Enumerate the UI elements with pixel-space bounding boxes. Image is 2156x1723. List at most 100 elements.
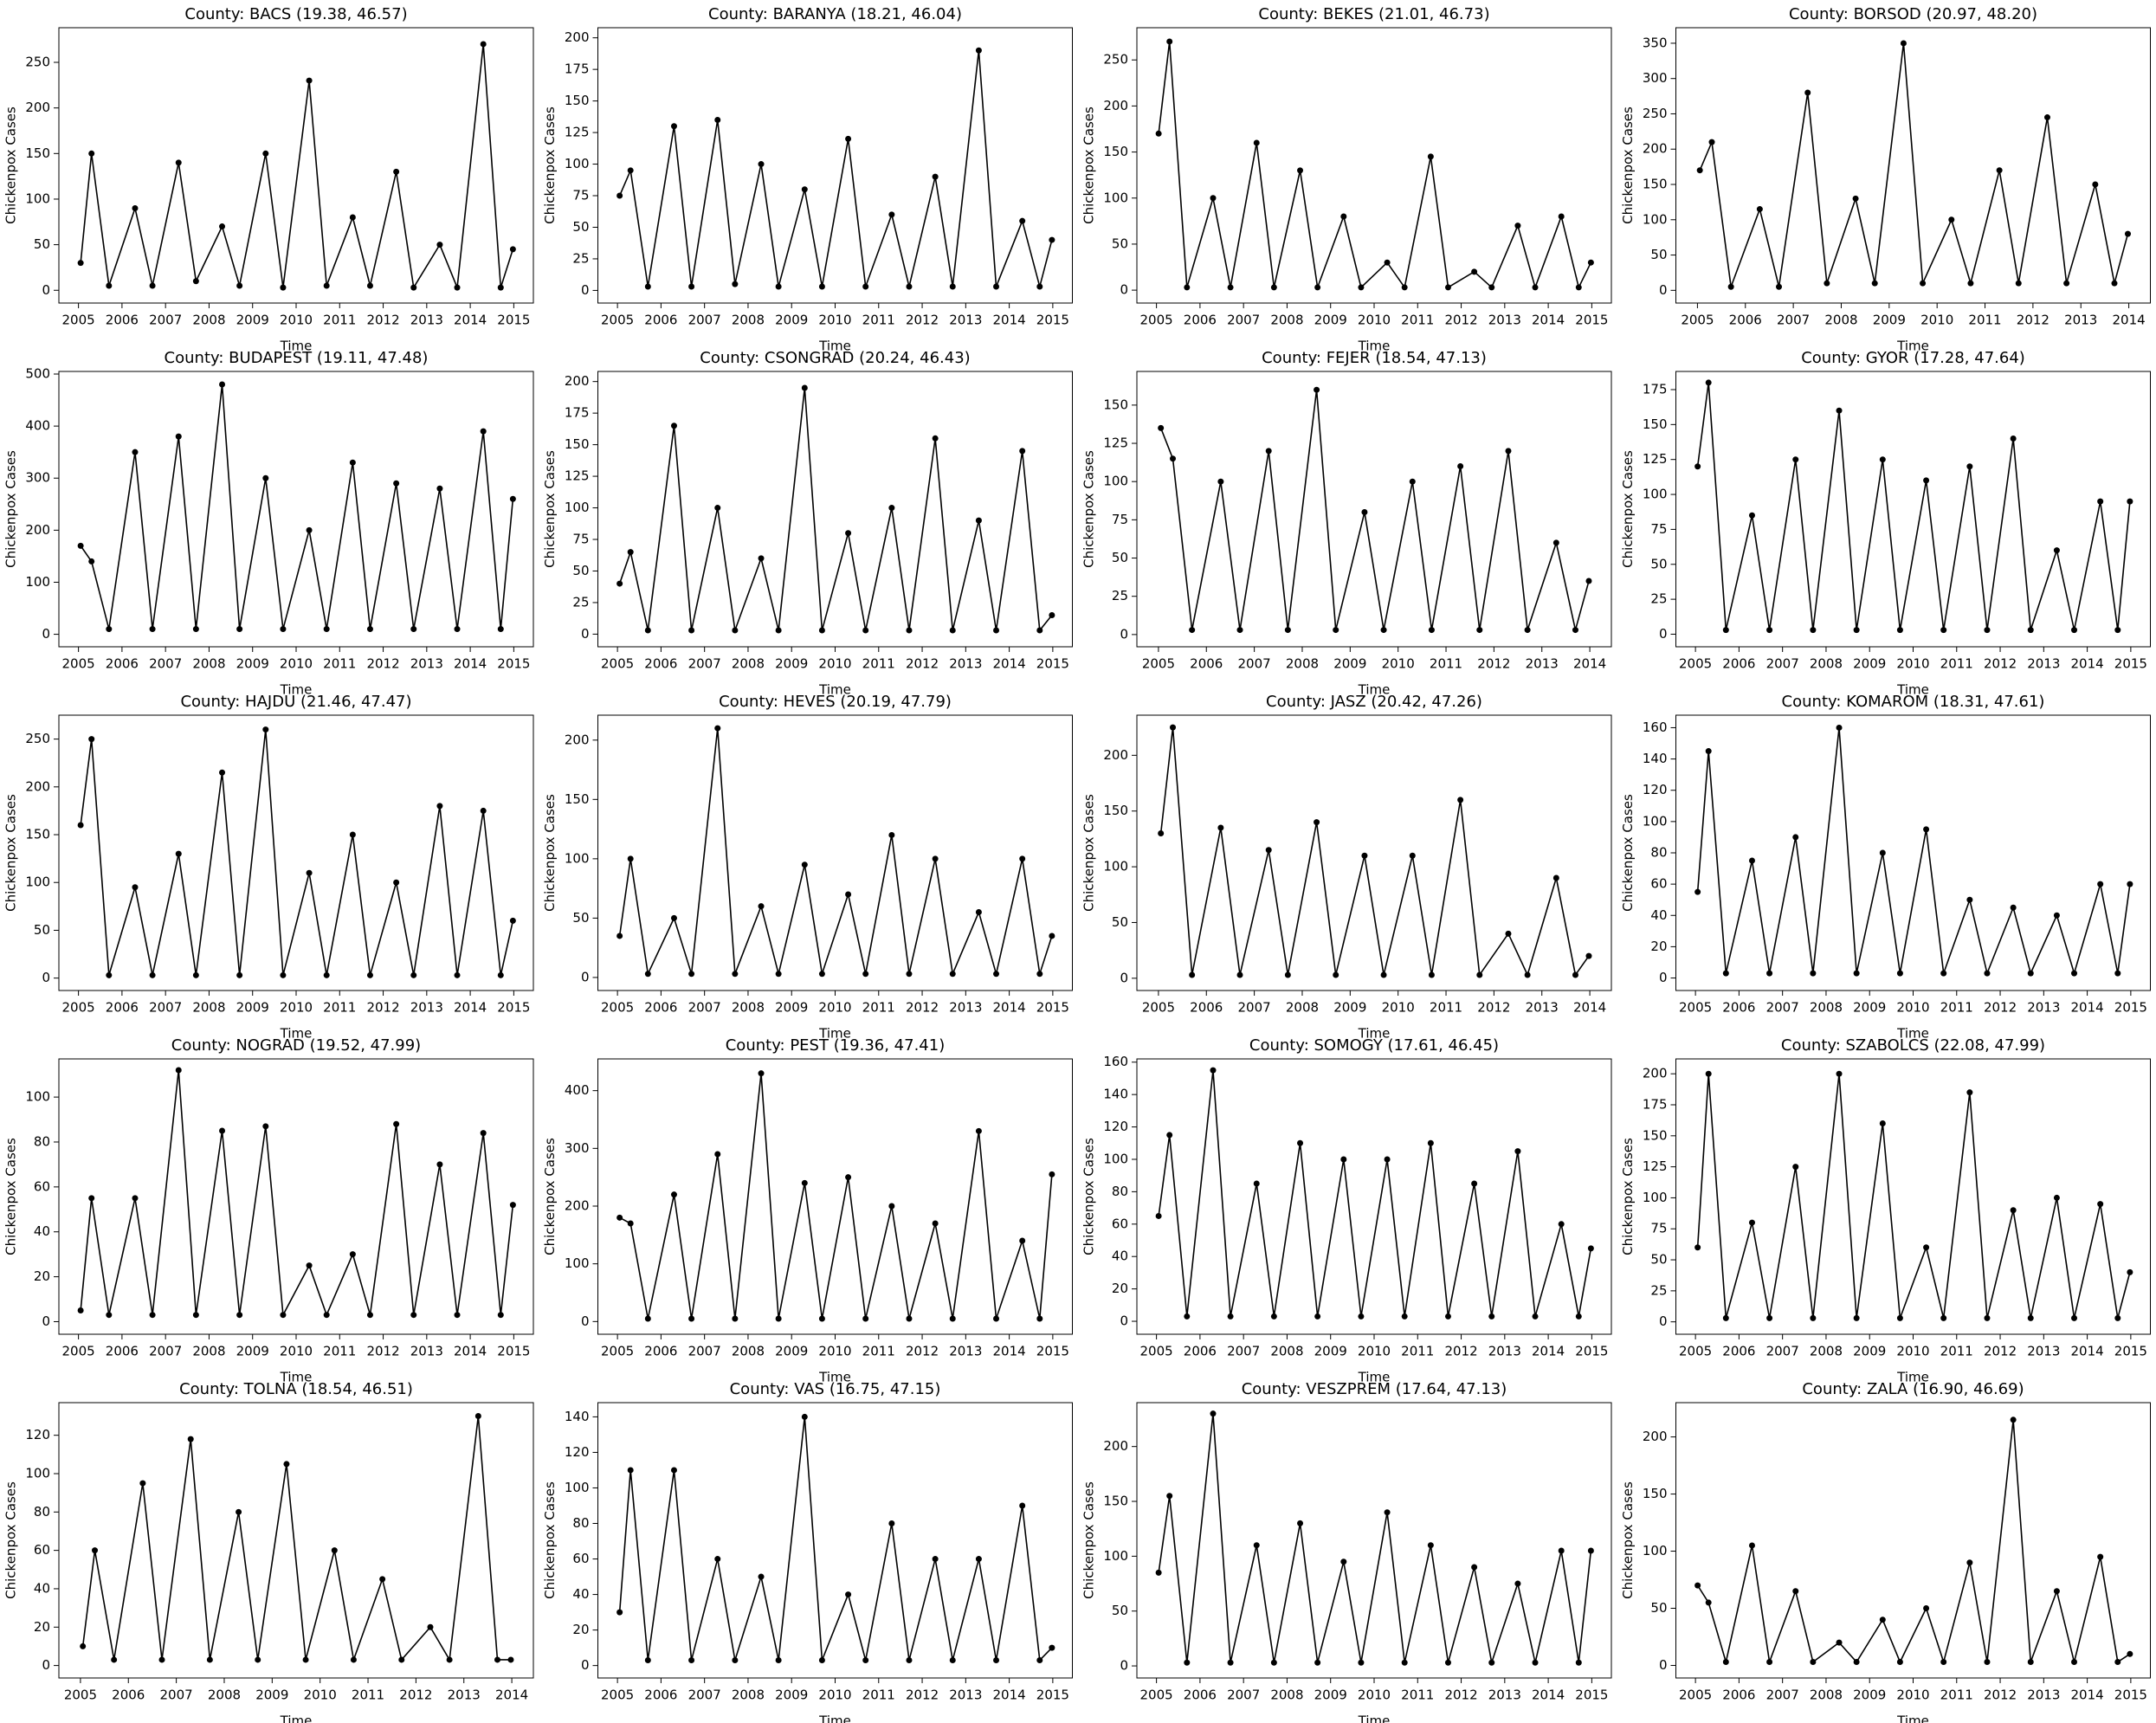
y-tick-label: 0 xyxy=(42,1657,50,1673)
data-point xyxy=(949,283,956,290)
y-axis-label: Chickenpox Cases xyxy=(542,1481,558,1599)
data-point xyxy=(758,161,765,168)
y-tick-label: 20 xyxy=(1112,1281,1128,1296)
x-tick-label: 2009 xyxy=(1853,1000,1886,1016)
x-tick-label: 2011 xyxy=(862,656,895,672)
data-point xyxy=(323,971,330,978)
data-point xyxy=(192,1312,199,1319)
data-point xyxy=(1297,167,1304,174)
data-point xyxy=(906,1315,913,1322)
data-point xyxy=(714,116,721,123)
data-point xyxy=(2127,1268,2133,1275)
x-tick-label: 2014 xyxy=(993,1688,1026,1703)
data-point xyxy=(775,1656,782,1663)
chart-title: County: BARANYA (18.21, 46.04) xyxy=(708,5,962,23)
data-point xyxy=(262,474,269,481)
data-point xyxy=(1428,627,1435,634)
chart-title: County: ZALA (16.90, 46.69) xyxy=(1802,1380,2024,1398)
y-tick-label: 125 xyxy=(1103,436,1128,451)
data-point xyxy=(262,726,269,733)
data-point xyxy=(509,246,516,253)
data-point xyxy=(494,1656,500,1663)
data-point xyxy=(1836,407,1843,414)
x-tick-label: 2005 xyxy=(601,656,634,672)
data-point xyxy=(1284,971,1291,978)
data-point xyxy=(1036,1315,1043,1322)
x-tick-label: 2012 xyxy=(1477,656,1510,672)
x-tick-label: 2011 xyxy=(1940,656,1973,672)
data-point xyxy=(1575,284,1582,291)
x-tick-label: 2005 xyxy=(1140,1344,1173,1359)
data-point xyxy=(1166,1132,1173,1139)
y-tick-label: 250 xyxy=(25,731,50,746)
y-tick-label: 140 xyxy=(565,1409,590,1424)
x-tick-label: 2009 xyxy=(236,1344,269,1359)
data-point xyxy=(949,1656,956,1663)
data-point xyxy=(2127,1650,2133,1657)
y-tick-label: 100 xyxy=(25,1089,50,1105)
x-tick-label: 2008 xyxy=(192,1344,225,1359)
x-tick-label: 2010 xyxy=(1382,1000,1415,1016)
data-point xyxy=(862,627,869,634)
y-tick-label: 150 xyxy=(565,93,590,108)
chart-title: County: SOMOGY (17.61, 46.45) xyxy=(1249,1036,1499,1055)
x-tick-label: 2006 xyxy=(112,1688,145,1703)
data-point xyxy=(1810,1314,1817,1321)
data-point xyxy=(714,1556,721,1563)
x-tick-label: 2006 xyxy=(106,1000,139,1016)
x-tick-label: 2006 xyxy=(644,313,677,328)
x-tick-label: 2008 xyxy=(1270,1688,1303,1703)
data-point xyxy=(714,505,721,512)
y-axis-label: Chickenpox Cases xyxy=(3,1138,19,1255)
data-point xyxy=(366,1312,373,1319)
series-line xyxy=(618,727,1053,977)
data-point xyxy=(366,971,373,978)
data-point xyxy=(2053,912,2060,919)
x-tick-label: 2010 xyxy=(818,1000,851,1016)
data-point xyxy=(1514,1148,1521,1155)
x-tick-label: 2014 xyxy=(454,313,487,328)
data-point xyxy=(497,1312,504,1319)
data-point xyxy=(627,1467,634,1474)
data-point xyxy=(306,869,313,876)
axes-frame xyxy=(58,1402,534,1679)
x-tick-label: 2014 xyxy=(1573,656,1606,672)
data-point xyxy=(1314,386,1320,393)
axes-frame xyxy=(597,371,1073,648)
x-tick-label: 2015 xyxy=(1575,313,1608,328)
data-point xyxy=(1166,1493,1173,1500)
axes-frame xyxy=(58,714,534,991)
series-line xyxy=(1696,382,2131,630)
x-tick-label: 2008 xyxy=(192,656,225,672)
x-tick-label: 2011 xyxy=(323,313,356,328)
x-tick-label: 2006 xyxy=(1190,656,1223,672)
y-tick-label: 75 xyxy=(572,188,589,203)
data-point xyxy=(932,855,939,862)
data-point xyxy=(393,480,400,487)
chart-title: County: BORSOD (20.97, 48.20) xyxy=(1789,5,2037,23)
x-tick-label: 2013 xyxy=(949,1000,982,1016)
data-point xyxy=(262,150,269,157)
y-axis-label: Chickenpox Cases xyxy=(1620,1481,1636,1599)
x-tick-label: 2005 xyxy=(62,1000,95,1016)
data-point xyxy=(862,1315,869,1322)
data-point xyxy=(688,1315,695,1322)
data-point xyxy=(1340,1558,1347,1565)
y-tick-label: 75 xyxy=(572,532,589,547)
x-tick-label: 2009 xyxy=(775,313,808,328)
data-point xyxy=(1340,213,1347,220)
data-point xyxy=(1210,195,1217,202)
data-point xyxy=(106,1312,113,1319)
y-tick-label: 60 xyxy=(34,1178,50,1194)
x-tick-label: 2005 xyxy=(601,1344,634,1359)
x-tick-label: 2009 xyxy=(236,1000,269,1016)
data-point xyxy=(149,626,156,633)
x-tick-label: 2015 xyxy=(497,656,530,672)
data-point xyxy=(1427,1542,1434,1549)
data-point xyxy=(862,1656,869,1663)
y-tick-label: 0 xyxy=(1659,626,1668,642)
x-tick-label: 2008 xyxy=(1810,1688,1843,1703)
data-point xyxy=(480,41,487,48)
data-point xyxy=(255,1656,261,1663)
x-tick-label: 2005 xyxy=(1140,313,1173,328)
